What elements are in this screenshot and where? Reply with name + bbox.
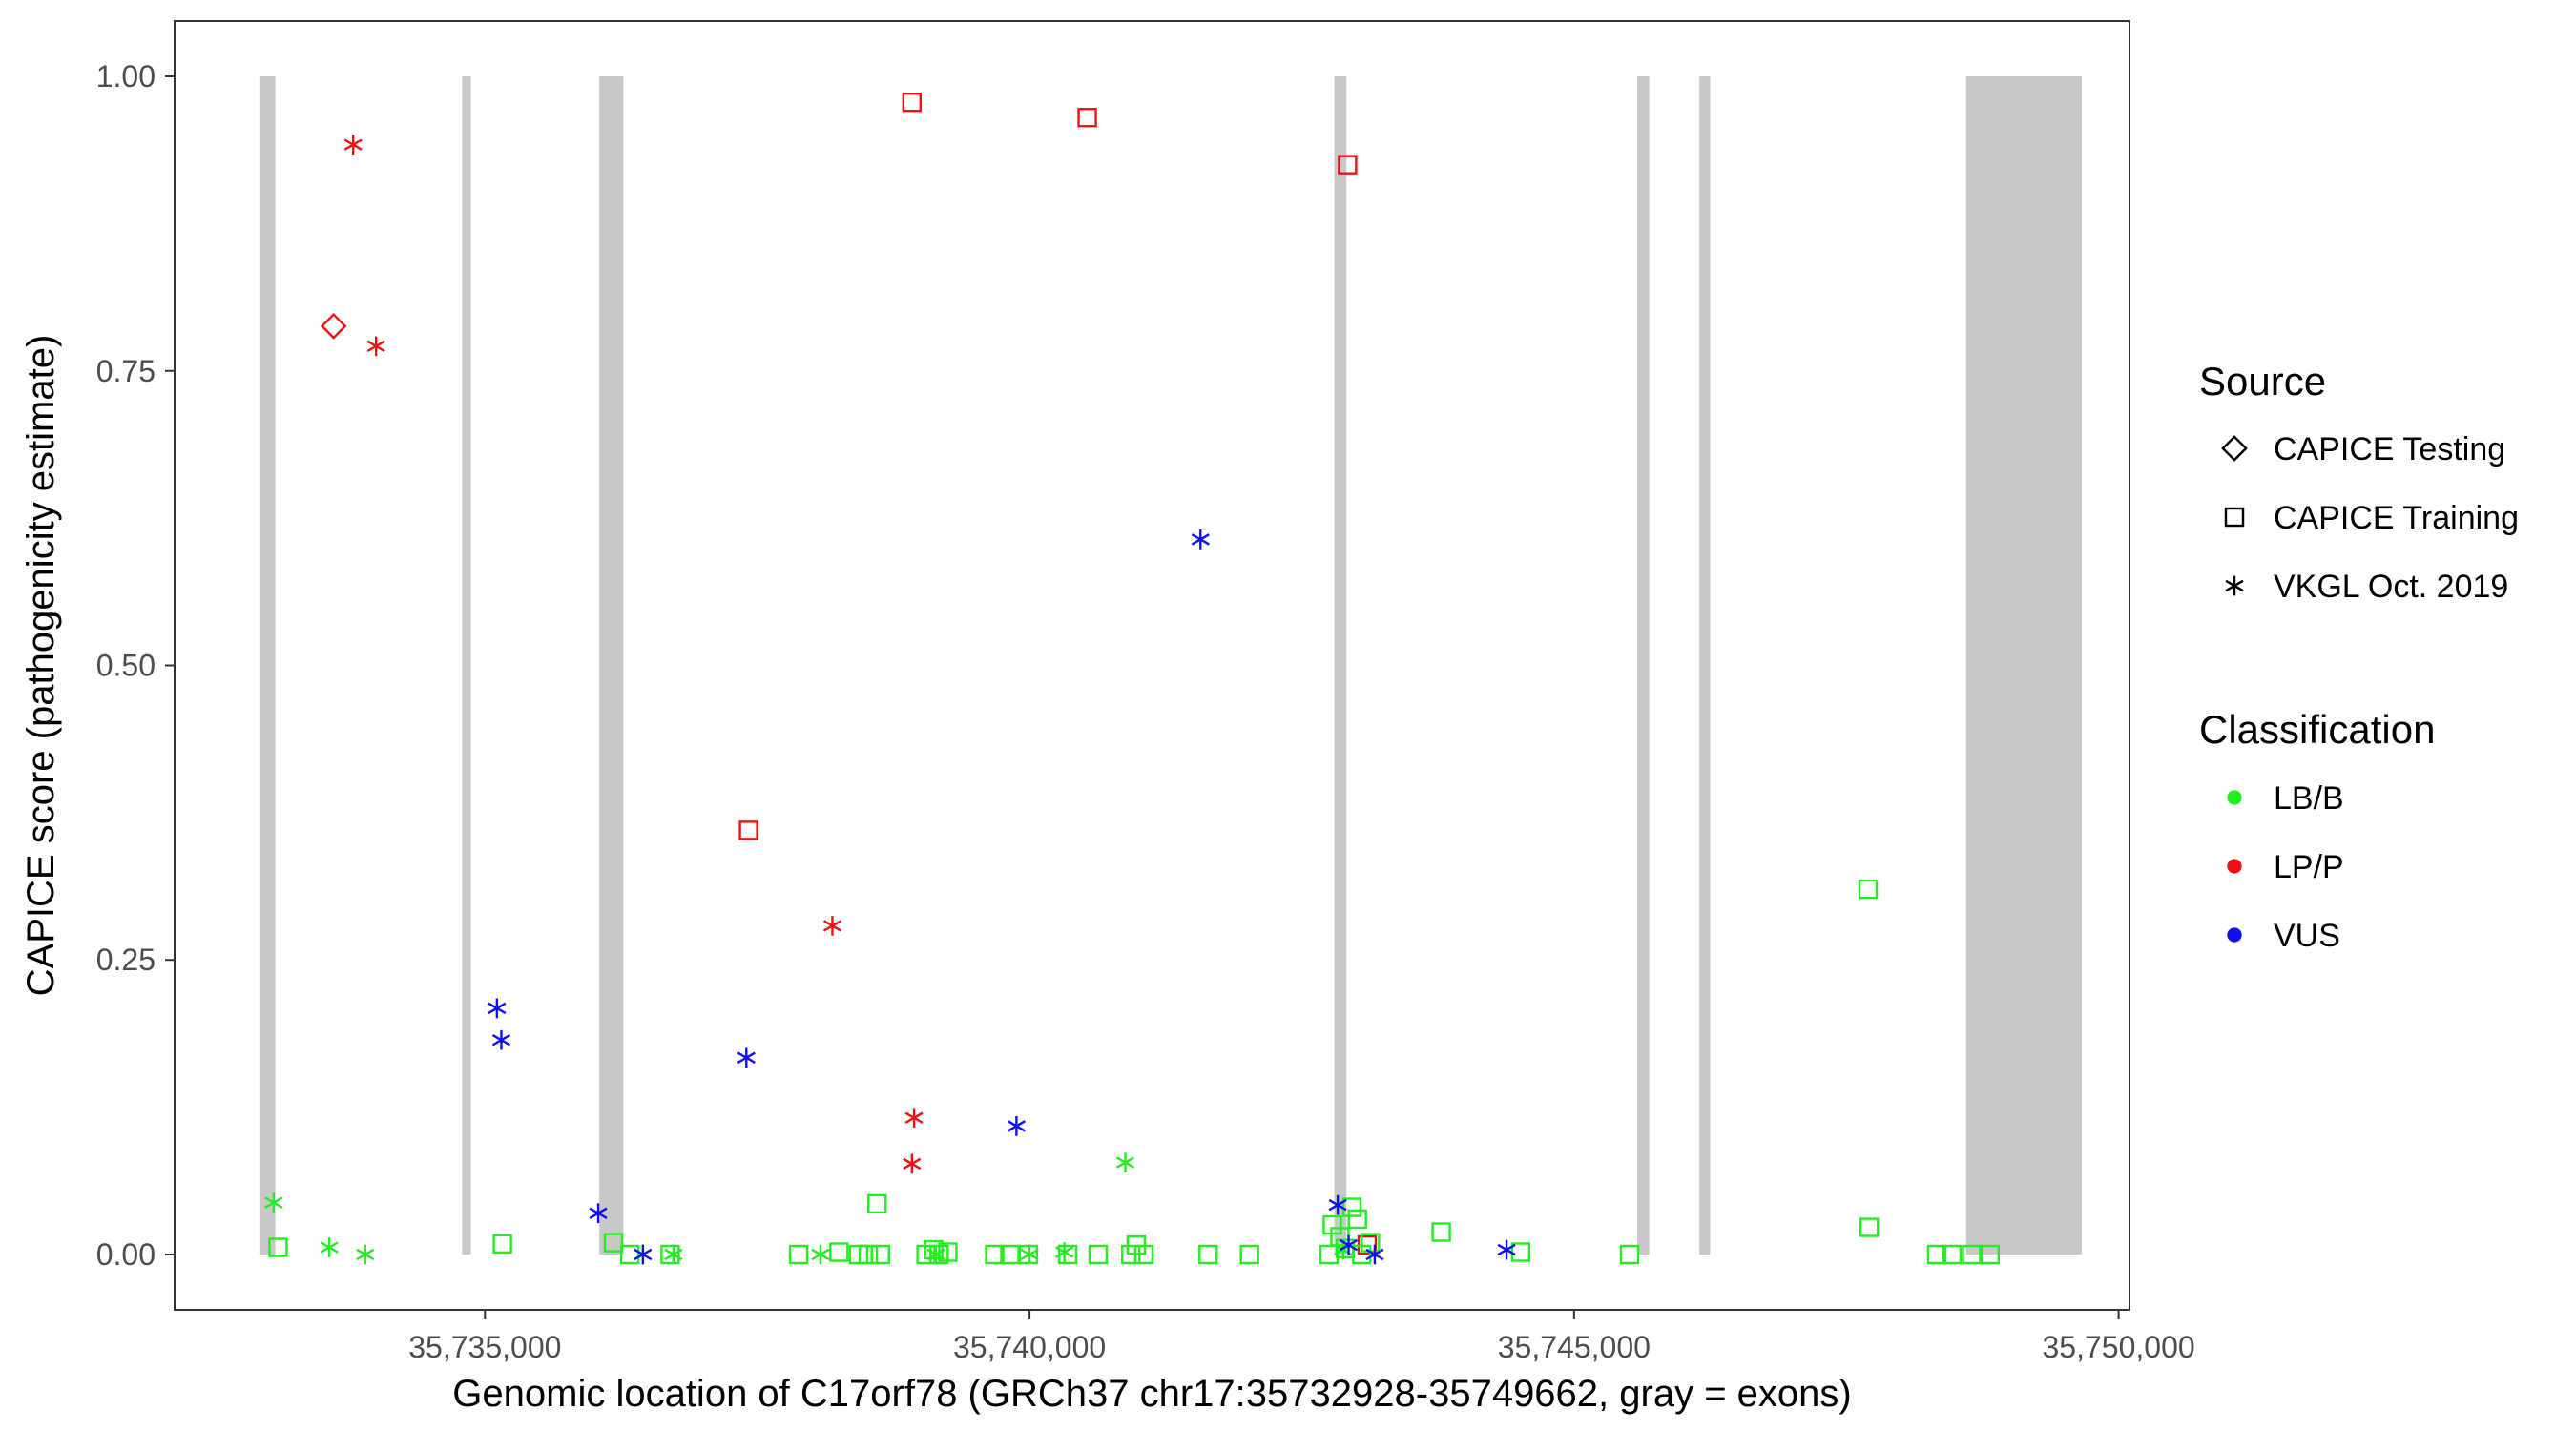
- data-point-asterisk-lb-b: [1020, 1244, 1039, 1265]
- x-axis-title: Genomic location of C17orf78 (GRCh37 chr…: [452, 1373, 1851, 1415]
- x-tick-label: 35,735,000: [408, 1330, 561, 1364]
- data-point-square-lb-b: [603, 1233, 624, 1253]
- data-point-square-lb-b: [1962, 1244, 1982, 1265]
- data-point-square-lb-b: [1239, 1244, 1259, 1265]
- legend-key-asterisk: [2225, 575, 2244, 596]
- exon-band-2: [462, 76, 471, 1255]
- data-point-square-lb-b: [1133, 1244, 1154, 1265]
- data-point-square-lb-b: [985, 1244, 1005, 1265]
- data-point-square-lb-b: [867, 1193, 887, 1214]
- legend-source-label: VKGL Oct. 2019: [2274, 569, 2508, 605]
- data-point-square-lb-b: [1347, 1209, 1367, 1230]
- data-point-square-lb-b: [1198, 1244, 1218, 1265]
- data-point-square-lb-b: [788, 1244, 809, 1265]
- legend-source-label: CAPICE Testing: [2274, 431, 2505, 467]
- data-point-square-lb-b: [268, 1237, 288, 1257]
- data-point-square-lp-p: [1338, 155, 1358, 175]
- data-point-square-lb-b: [1858, 879, 1879, 900]
- y-tick-label: 0.25: [96, 943, 156, 977]
- data-point-square-lp-p: [738, 820, 758, 840]
- data-point-square-lp-p: [1077, 108, 1097, 128]
- data-point-asterisk-lb-b: [1055, 1242, 1074, 1262]
- data-point-square-lb-b: [1431, 1222, 1451, 1242]
- legend-source-items: CAPICE Testing CAPICE Training VKGL Oct. 2…: [2221, 431, 2519, 605]
- data-point-asterisk-vus: [634, 1244, 653, 1265]
- y-axis-title: CAPICE score (pathogenicity estimate): [20, 335, 62, 997]
- legend-classification-label: VUS: [2274, 918, 2340, 954]
- legend-key-dot: [2227, 790, 2242, 805]
- legend-key-dot: [2227, 859, 2242, 874]
- data-point-square-lb-b: [829, 1242, 849, 1262]
- y-tick-label: 0.75: [96, 354, 156, 388]
- exon-band-5: [1637, 76, 1650, 1255]
- data-point-square-lb-b: [619, 1244, 640, 1265]
- exon-band-1: [259, 76, 276, 1255]
- data-point-square-lb-b: [1980, 1244, 2001, 1265]
- data-point-asterisk-lb-b: [320, 1237, 339, 1257]
- data-point-asterisk-vus: [737, 1047, 756, 1068]
- y-tick-label: 0.00: [96, 1237, 156, 1272]
- legend-source-label: CAPICE Training: [2274, 500, 2519, 536]
- legend-key-square: [2224, 507, 2245, 528]
- data-point-square-lb-b: [870, 1244, 890, 1265]
- data-point-square-lb-b: [1942, 1244, 1963, 1265]
- legend-source-title: Source: [2199, 359, 2326, 404]
- data-point-asterisk-vus: [1007, 1116, 1026, 1136]
- legend-classification-items: LB/B LP/P VUS: [2227, 780, 2344, 954]
- data-point-asterisk-lp-p: [903, 1153, 922, 1174]
- data-point-asterisk-vus: [1497, 1239, 1516, 1260]
- exon-band-4: [1334, 76, 1347, 1255]
- data-point-square-lb-b: [858, 1244, 879, 1265]
- data-point-asterisk-lb-b: [811, 1244, 830, 1265]
- legend-classification-title: Classification: [2199, 707, 2435, 752]
- data-points: [264, 93, 2001, 1265]
- data-point-square-lp-p: [902, 93, 922, 113]
- data-point-asterisk-lb-b: [264, 1192, 283, 1213]
- data-point-asterisk-vus: [488, 998, 507, 1019]
- data-point-square-lb-b: [1926, 1244, 1947, 1265]
- data-point-asterisk-lb-b: [1115, 1152, 1135, 1172]
- y-tick-label: 1.00: [96, 59, 156, 93]
- data-point-asterisk-lp-p: [822, 916, 842, 936]
- data-point-diamond-lp-p: [320, 312, 347, 340]
- data-point-asterisk-vus: [491, 1029, 511, 1050]
- data-point-asterisk-vus: [1191, 529, 1210, 550]
- data-point-asterisk-lp-p: [366, 336, 385, 357]
- data-point-asterisk-lp-p: [343, 135, 363, 156]
- data-point-asterisk-vus: [589, 1203, 608, 1224]
- data-point-asterisk-lp-p: [904, 1108, 924, 1129]
- y-tick-label: 0.50: [96, 649, 156, 683]
- data-point-square-lb-b: [660, 1244, 680, 1265]
- legend: Source CAPICE Testing CAPICE Training VKGL…: [2199, 359, 2519, 954]
- exon-bands: [259, 76, 2083, 1255]
- y-axis: 0.00 0.25 0.50 0.75 1.00: [96, 59, 175, 1272]
- data-point-square-lb-b: [1619, 1244, 1640, 1265]
- data-point-square-lb-b: [1088, 1244, 1109, 1265]
- x-tick-label: 35,740,000: [953, 1330, 1106, 1364]
- legend-key-dot: [2227, 927, 2242, 943]
- x-tick-label: 35,750,000: [2043, 1330, 2195, 1364]
- legend-classification-label: LP/P: [2274, 849, 2344, 885]
- data-point-asterisk-lb-b: [664, 1244, 683, 1265]
- data-point-asterisk-vus: [1339, 1234, 1359, 1255]
- data-point-asterisk-lb-b: [356, 1244, 375, 1265]
- exon-band-6: [1699, 76, 1711, 1255]
- legend-key-diamond: [2221, 435, 2248, 462]
- exon-band-3: [599, 76, 624, 1255]
- data-point-square-lb-b: [1859, 1217, 1880, 1237]
- data-point-square-lb-b: [1000, 1244, 1020, 1265]
- data-point-square-lb-b: [492, 1234, 512, 1255]
- x-tick-label: 35,745,000: [1498, 1330, 1651, 1364]
- exon-band-7: [1965, 76, 2083, 1255]
- data-point-asterisk-lb-b: [926, 1244, 945, 1265]
- legend-classification-label: LB/B: [2274, 780, 2344, 817]
- data-point-asterisk-vus: [1365, 1244, 1384, 1265]
- data-point-square-lb-b: [848, 1244, 869, 1265]
- x-axis: 35,735,000 35,740,000 35,745,000 35,750,000: [408, 1310, 2195, 1364]
- data-point-asterisk-vus: [1328, 1194, 1347, 1215]
